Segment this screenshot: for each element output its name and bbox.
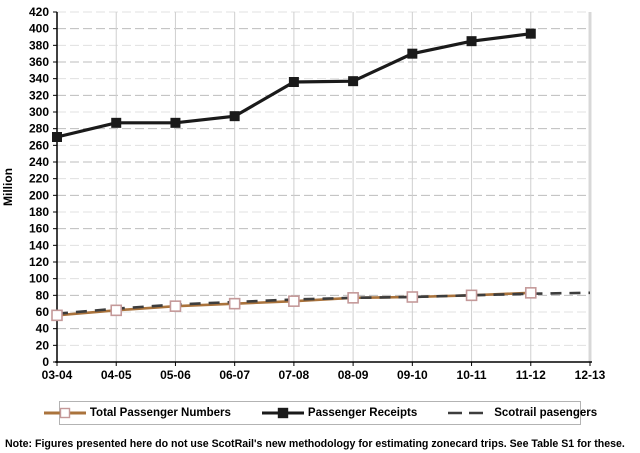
chart-canvas: 0 20 40 60 80 100 120 140 160 180 200 220 240 260 280 3… xyxy=(1,5,606,382)
x-tick-label: 09-10 xyxy=(397,368,428,382)
y-tick-label: 180 xyxy=(29,205,49,219)
marker-passenger-receipts xyxy=(229,111,240,122)
legend-swatch-passenger-receipts-icon xyxy=(261,407,304,419)
marker-passenger-receipts xyxy=(407,48,418,59)
x-tick-label: 03-04 xyxy=(42,368,73,382)
legend-swatch-total-passenger-numbers-icon xyxy=(43,407,86,419)
marker-total-passenger-numbers xyxy=(406,291,419,303)
footnote: Note: Figures presented here do not use … xyxy=(5,438,625,450)
chart-legend: Total Passenger Numbers Passenger Receipt… xyxy=(43,401,597,425)
legend-item-passenger-receipts: Passenger Receipts xyxy=(261,407,417,419)
marker-total-passenger-numbers xyxy=(465,289,478,302)
legend-label: Passenger Receipts xyxy=(307,407,418,419)
y-tick-label: 400 xyxy=(29,22,49,36)
marker-total-passenger-numbers xyxy=(288,295,300,307)
marker-passenger-receipts xyxy=(111,117,122,128)
y-axis-title: Million xyxy=(1,168,15,206)
y-tick-label: 120 xyxy=(29,255,49,269)
y-tick-label: 240 xyxy=(29,155,49,169)
legend-label: Total Passenger Numbers xyxy=(89,407,231,419)
y-tick-label: 0 xyxy=(42,355,49,369)
marker-total-passenger-numbers xyxy=(228,297,241,310)
marker-total-passenger-numbers xyxy=(169,300,182,312)
y-tick-label: 360 xyxy=(29,55,49,69)
marker-total-passenger-numbers xyxy=(110,304,123,317)
x-tick-label: 10-11 xyxy=(457,368,487,382)
marker-passenger-receipts xyxy=(348,76,359,87)
legend-swatch-scotrail-pasengers-icon xyxy=(448,411,491,415)
x-tick-label: 05-06 xyxy=(160,368,191,382)
x-tick-label: 06-07 xyxy=(219,368,250,382)
y-tick-label: 260 xyxy=(29,138,49,152)
marker-passenger-receipts xyxy=(466,36,477,47)
y-tick-label: 220 xyxy=(29,172,49,186)
marker-total-passenger-numbers xyxy=(347,292,359,304)
y-tick-label: 300 xyxy=(29,105,49,119)
legend-label: Scotrail pasengers xyxy=(494,407,598,419)
y-tick-label: 380 xyxy=(29,38,49,52)
x-tick-label: 07-08 xyxy=(279,368,310,382)
legend-item-scotrail-pasengers: Scotrail pasengers xyxy=(447,407,597,419)
y-tick-label: 320 xyxy=(29,88,49,102)
y-tick-label: 280 xyxy=(29,122,49,136)
y-tick-label: 80 xyxy=(36,288,50,302)
y-tick-label: 140 xyxy=(29,238,49,252)
series-line-scotrail-pasengers xyxy=(56,291,591,315)
marker-passenger-receipts xyxy=(170,117,181,128)
marker-passenger-receipts xyxy=(52,132,62,142)
x-tick-label: 11-12 xyxy=(516,368,546,382)
y-tick-label: 200 xyxy=(29,188,49,202)
marker-total-passenger-numbers xyxy=(51,309,63,322)
legend-item-total-passenger-numbers: Total Passenger Numbers xyxy=(43,407,231,419)
marker-total-passenger-numbers xyxy=(524,287,537,299)
y-tick-label: 340 xyxy=(29,72,49,86)
y-tick-label: 60 xyxy=(36,305,50,319)
y-tick-label: 160 xyxy=(29,222,49,236)
y-tick-label: 40 xyxy=(36,322,50,336)
x-tick-label: 08-09 xyxy=(338,368,369,382)
x-tick-label: 04-05 xyxy=(101,368,132,382)
y-tick-label: 20 xyxy=(36,338,50,352)
marker-passenger-receipts xyxy=(288,77,299,87)
marker-passenger-receipts xyxy=(525,28,536,39)
y-tick-label: 100 xyxy=(29,272,49,286)
y-tick-label: 420 xyxy=(29,5,49,19)
x-tick-label: 12-13 xyxy=(575,368,606,382)
